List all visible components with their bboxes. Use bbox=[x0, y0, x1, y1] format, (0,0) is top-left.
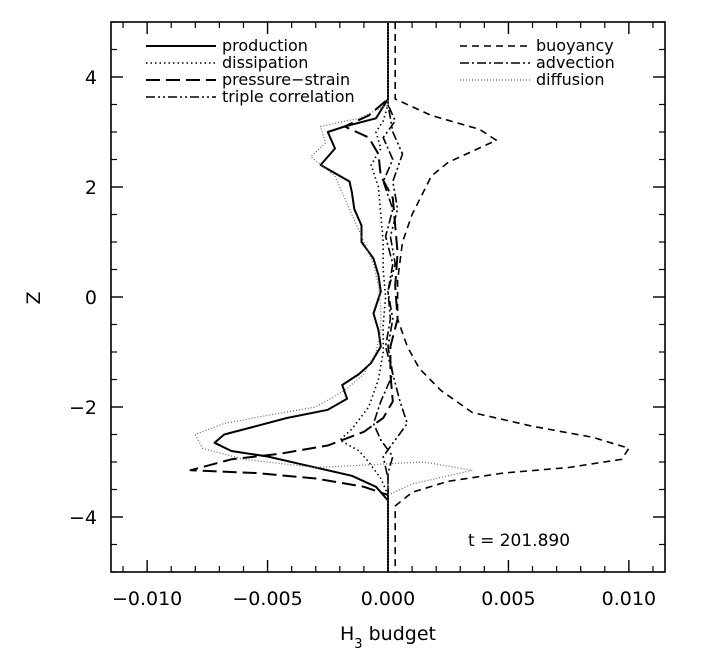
axis-ticks: −0.010 −0.005 0.000 0.005 0.010 −4 −2 0 2 4 bbox=[69, 21, 665, 610]
series-layer bbox=[189, 22, 630, 572]
x-axis-title: H3 budget bbox=[340, 623, 436, 649]
legend-label: dissipation bbox=[222, 53, 308, 72]
x-tick-label: 0.005 bbox=[481, 588, 535, 610]
legend-label: diffusion bbox=[536, 70, 604, 89]
series-line-triple-correlation bbox=[382, 22, 409, 572]
y-tick-label: −2 bbox=[69, 397, 97, 419]
legend-label: pressure−strain bbox=[222, 70, 350, 89]
x-tick-label: 0.010 bbox=[602, 588, 656, 610]
legend: productiondissipationpressure−straintrip… bbox=[146, 36, 615, 106]
time-annotation: t = 201.890 bbox=[468, 531, 570, 551]
series-line-buoyancy bbox=[394, 22, 630, 572]
y-tick-label: −4 bbox=[69, 507, 97, 529]
legend-label: buoyancy bbox=[536, 36, 614, 55]
legend-label: advection bbox=[536, 53, 615, 72]
y-axis-title: Z bbox=[23, 291, 45, 304]
y-tick-label: 2 bbox=[85, 177, 97, 199]
series-line-advection bbox=[372, 22, 396, 572]
x-tick-label: 0.000 bbox=[361, 588, 415, 610]
x-tick-label: −0.005 bbox=[232, 588, 302, 610]
y-tick-label: 4 bbox=[85, 67, 97, 89]
series-line-production bbox=[213, 22, 389, 572]
series-line-dissipation bbox=[339, 22, 389, 572]
y-tick-label: 0 bbox=[85, 287, 97, 309]
legend-label: triple correlation bbox=[222, 87, 355, 106]
x-tick-label: −0.010 bbox=[112, 588, 182, 610]
series-line-pressure-strain bbox=[189, 22, 399, 572]
legend-label: production bbox=[222, 36, 308, 55]
